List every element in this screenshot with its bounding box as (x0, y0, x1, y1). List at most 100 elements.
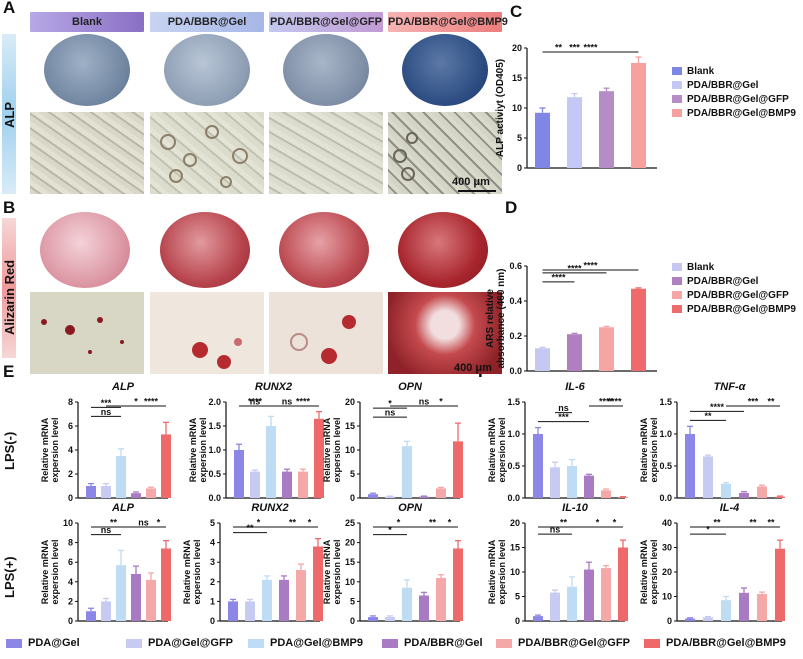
bar-E6-0 (368, 617, 378, 621)
y-tick-label-E6: 10 (345, 577, 355, 587)
bar-E1-3 (131, 493, 141, 498)
y-axis-label-F1: Relative mRNA (487, 417, 497, 482)
bar-E5-3 (279, 579, 289, 621)
sig-label-E2: ns (282, 397, 293, 407)
bottom-legend-item: PDA/BBR@Gel@BMP9 (644, 637, 786, 649)
alp-dish-gfp (283, 34, 369, 106)
y-tick-label-E1: 8 (68, 397, 73, 407)
bar-E4-1 (101, 601, 111, 621)
y-axis-label-C: ALP activiyt (OD405) (495, 59, 506, 157)
y-tick-label-D: 0.0 (509, 366, 522, 376)
bar-E5-2 (262, 579, 272, 621)
alizarin-row-bar (2, 218, 16, 358)
nodule-overlay (41, 317, 124, 354)
sig-label-F4: * (706, 525, 710, 535)
bar-E6-4 (436, 577, 446, 621)
sig-label-F2: ** (767, 397, 775, 407)
bar-E1-2 (116, 456, 126, 498)
bar-E3-3 (419, 496, 429, 498)
alp-micrograph-blank (30, 112, 144, 194)
column-header-blank: Blank (30, 12, 144, 32)
bar-F3-3 (584, 569, 594, 621)
y-tick-label-E2: 0.5 (208, 469, 221, 479)
bar-E1-4 (146, 488, 156, 498)
bar-E1-5 (161, 434, 171, 498)
legend-swatch-C (672, 81, 682, 89)
y-axis-label-E3: expersion level (332, 417, 342, 482)
sig-label-E3: * (388, 399, 392, 409)
bar-F2-0 (685, 434, 695, 498)
y-tick-label-E5: 2 (210, 577, 215, 587)
y-tick-label-E2: 1.5 (208, 421, 221, 431)
legend-label-C: Blank (687, 66, 715, 77)
legend-label-C: PDA/BBR@Gel@BMP9 (687, 108, 796, 119)
column-header-gfp: PDA/BBR@Gel@GFP (269, 12, 383, 32)
bar-E3-4 (436, 488, 446, 498)
sig-label-E5: * (257, 518, 261, 528)
y-axis-label-E3: Relative mRNA (322, 417, 332, 482)
y-tick-label-F4: 40 (662, 518, 672, 528)
bottom-legend-item: PDA@Gel@GFP (126, 637, 233, 649)
bar-E5-4 (296, 570, 306, 621)
particle-overlay (160, 125, 248, 188)
bar-F2-4 (757, 486, 767, 498)
bar-E4-2 (116, 565, 126, 621)
bar-E4-5 (161, 548, 171, 621)
bottom-legend-item: PDA/BBR@Gel@GFP (496, 637, 630, 649)
bar-F1-5 (618, 497, 628, 498)
sig-label-F2: **** (710, 402, 725, 412)
y-tick-label-E5: 1 (210, 596, 215, 606)
sig-label-D: **** (583, 261, 598, 271)
chart-title-F4: IL-4 (720, 502, 740, 514)
legend-label: PDA@Gel@BMP9 (270, 637, 363, 649)
y-tick-label-E6: 25 (345, 518, 355, 528)
y-axis-label-E4: Relative mRNA (40, 539, 50, 604)
y-tick-label-E3: 10 (345, 445, 355, 455)
legend-swatch-C (672, 67, 682, 75)
column-header-bmp9: PDA/BBR@Gel@BMP9 (388, 12, 508, 32)
chart-title-E4: ALP (111, 502, 135, 514)
y-tick-label-E2: 0.0 (208, 493, 221, 503)
bar-E3-1 (385, 496, 395, 498)
sig-label-E4: ** (110, 518, 118, 528)
y-tick-label-E6: 15 (345, 557, 355, 567)
y-tick-label-F1: 1.0 (507, 429, 520, 439)
sig-label-E6: ** (429, 518, 437, 528)
y-tick-label-E6: 5 (350, 596, 355, 606)
y-tick-label-E4: 0 (68, 616, 73, 626)
bar-F1-3 (584, 475, 594, 498)
sig-label-F4: ** (749, 518, 757, 528)
y-tick-label-E2: 1.0 (208, 445, 221, 455)
sig-label-F3: ** (560, 518, 568, 528)
alp-dish-bmp9 (402, 34, 488, 106)
legend-label-D: PDA/BBR@Gel (687, 276, 759, 287)
y-tick-label-E3: 5 (350, 469, 355, 479)
y-tick-label-F3: 20 (510, 518, 520, 528)
panel-label-d: D (505, 198, 518, 217)
y-tick-label-F4: 0 (667, 616, 672, 626)
bar-F4-2 (721, 600, 731, 621)
y-tick-label-E4: 10 (63, 518, 73, 528)
legend-swatch (382, 638, 398, 648)
bar-D-2 (599, 327, 614, 371)
y-tick-label-D: 0.2 (509, 331, 522, 341)
sig-label-E3: ns (385, 408, 396, 418)
column-header-pda-bbr-gel: PDA/BBR@Gel (150, 12, 264, 32)
legend-swatch (6, 638, 22, 648)
y-axis-label-F4: expersion level (649, 539, 659, 604)
y-axis-label-E6: expersion level (332, 539, 342, 604)
y-tick-label-F4: 30 (662, 543, 672, 553)
bar-C-2 (599, 91, 614, 168)
bottom-legend-item: PDA@Gel (6, 637, 80, 649)
y-axis-label-F3: Relative mRNA (487, 539, 497, 604)
sig-label-F4: ** (713, 518, 721, 528)
legend-swatch-C (672, 109, 682, 117)
y-tick-label-F2: 1.5 (659, 397, 672, 407)
sig-label-F1: **** (599, 397, 614, 407)
sig-label-E4: ns (138, 518, 149, 528)
bar-F2-5 (775, 496, 785, 498)
bar-E2-4 (298, 471, 308, 498)
legend-swatch (644, 638, 660, 648)
y-tick-label-E5: 4 (210, 538, 215, 548)
legend-label: PDA/BBR@Gel (404, 637, 483, 649)
